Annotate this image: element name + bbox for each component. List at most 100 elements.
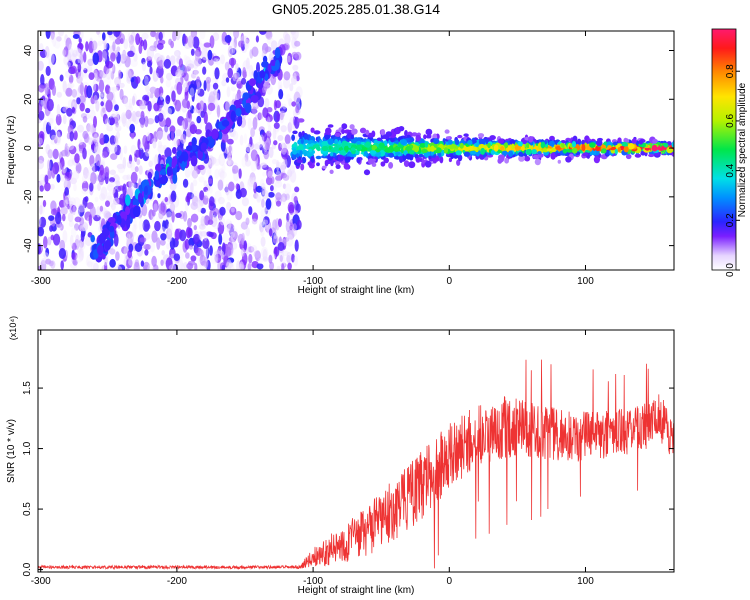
heatmap-cell xyxy=(157,59,164,69)
heatmap-cell xyxy=(38,262,42,270)
heatmap-cell xyxy=(531,149,537,155)
heatmap-cell xyxy=(48,260,54,267)
heatmap-cell xyxy=(148,160,153,168)
heatmap-cell xyxy=(268,228,273,237)
heatmap-cell xyxy=(154,32,160,40)
heatmap-cell xyxy=(78,203,86,213)
heatmap-cell xyxy=(185,226,192,239)
heatmap-cell xyxy=(109,248,116,255)
heatmap-cell xyxy=(89,182,94,192)
heatmap-cell xyxy=(325,127,332,135)
heatmap-cell xyxy=(165,117,172,128)
heatmap-cell xyxy=(534,158,541,166)
heatmap-cell xyxy=(109,258,116,268)
heatmap-cell xyxy=(38,60,44,71)
heatmap-cell xyxy=(55,211,62,225)
heatmap-cell xyxy=(199,31,206,40)
heatmap-cell xyxy=(517,141,523,147)
heatmap-cell xyxy=(143,39,148,51)
heatmap-cell xyxy=(110,153,118,161)
heatmap-cell xyxy=(208,231,214,238)
heatmap-cell xyxy=(178,70,185,77)
heatmap-cell xyxy=(589,142,596,148)
heatmap-cell xyxy=(325,159,331,165)
heatmap-cell xyxy=(172,147,177,154)
heatmap-cell xyxy=(216,105,221,118)
heatmap-cell xyxy=(72,259,78,266)
heatmap-cell xyxy=(445,136,451,140)
heatmap-cell xyxy=(119,88,124,101)
heatmap-cell xyxy=(105,43,110,51)
heatmap-cell xyxy=(276,112,281,122)
heatmap-cell xyxy=(218,168,225,178)
heatmap-cell xyxy=(262,249,268,261)
heatmap-cell xyxy=(191,31,196,37)
heatmap-cell xyxy=(192,179,198,187)
heatmap-cell xyxy=(169,183,177,191)
heatmap-cell xyxy=(226,201,232,211)
heatmap-cell xyxy=(384,147,392,153)
heatmap-cell xyxy=(256,195,262,203)
heatmap-cell xyxy=(193,108,199,114)
heatmap-cell xyxy=(134,166,139,173)
heatmap-cell xyxy=(324,134,330,139)
heatmap-cell xyxy=(165,228,173,240)
heatmap-cell xyxy=(433,138,440,145)
heatmap-cell xyxy=(49,129,56,141)
heatmap-cell xyxy=(307,161,313,166)
colorbar-tick-label: 0.0 xyxy=(725,263,736,277)
heatmap-cell xyxy=(90,234,95,243)
heatmap-cell xyxy=(39,133,44,146)
heatmap-cell xyxy=(256,195,263,202)
heatmap-cell xyxy=(225,261,234,269)
heatmap-cell xyxy=(275,180,283,188)
heatmap-cell xyxy=(45,216,50,229)
heatmap-cell xyxy=(526,148,532,155)
spectrogram-y-label: Frequency (Hz) xyxy=(6,116,17,185)
heatmap-cell xyxy=(158,203,164,215)
heatmap-cell xyxy=(425,128,433,136)
heatmap-cell xyxy=(69,234,74,247)
heatmap-cell xyxy=(86,122,94,135)
heatmap-cell xyxy=(280,193,288,203)
heatmap-cell xyxy=(38,226,45,237)
heatmap-cell xyxy=(365,141,371,148)
heatmap-cell xyxy=(169,55,176,66)
heatmap-cell xyxy=(606,141,613,147)
heatmap-cell xyxy=(273,232,278,239)
heatmap-cell xyxy=(82,147,87,160)
x-tick-label: 100 xyxy=(577,576,594,587)
heatmap-cell xyxy=(264,31,273,39)
heatmap-cell xyxy=(155,72,159,79)
heatmap-cell xyxy=(170,190,177,203)
heatmap-cell xyxy=(349,124,355,130)
heatmap-cell xyxy=(220,251,225,258)
heatmap-cell xyxy=(220,54,225,65)
heatmap-cell xyxy=(62,230,68,243)
colorbar-label: Normalized spectral amplitude xyxy=(737,82,748,217)
heatmap-cell xyxy=(39,185,44,192)
heatmap-cell xyxy=(212,55,220,62)
heatmap-cell xyxy=(139,115,145,128)
heatmap-cell xyxy=(270,185,274,192)
heatmap-cell xyxy=(135,33,141,46)
heatmap-cell xyxy=(291,31,297,40)
heatmap-cell xyxy=(200,142,208,152)
heatmap-cell xyxy=(87,64,93,73)
heatmap-cell xyxy=(504,142,509,149)
heatmap-cell xyxy=(135,76,141,84)
heatmap-cell xyxy=(82,115,88,123)
heatmap-cell xyxy=(74,216,82,223)
heatmap-cell xyxy=(113,197,120,206)
heatmap-cell xyxy=(106,125,114,132)
heatmap-cell xyxy=(109,177,115,183)
heatmap-cell xyxy=(193,165,198,171)
heatmap-cell xyxy=(108,181,115,188)
heatmap-cell xyxy=(245,37,250,44)
heatmap-cell xyxy=(405,153,411,160)
heatmap-cell xyxy=(190,48,195,56)
heatmap-cell xyxy=(119,148,123,161)
heatmap-cell xyxy=(94,143,100,156)
heatmap-cell xyxy=(110,202,116,211)
heatmap-cell xyxy=(153,131,158,143)
